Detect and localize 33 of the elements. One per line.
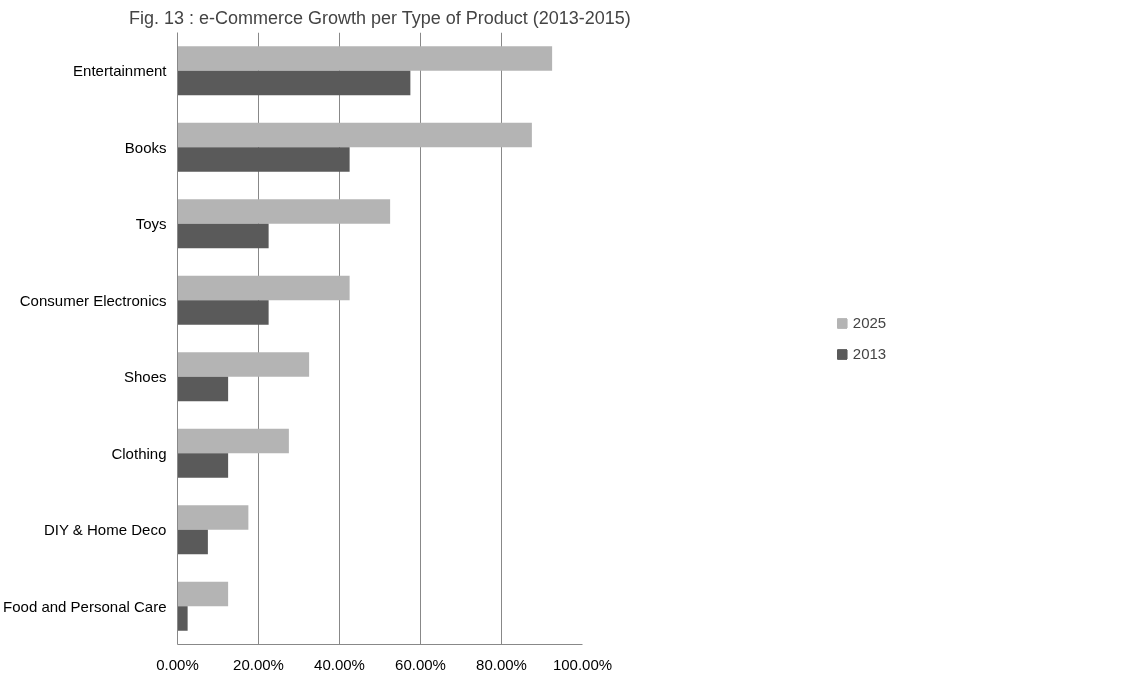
chart-title: Fig. 13 : e-Commerce Growth per Type of Product (2013-2015)	[128, 7, 631, 28]
bar	[177, 529, 208, 555]
bar	[177, 122, 532, 148]
y-tick-label: Clothing	[111, 444, 167, 462]
y-tick-label: Shoes	[123, 368, 167, 386]
bar	[177, 147, 350, 172]
bar	[177, 300, 269, 325]
y-tick-label: Books	[124, 138, 167, 156]
bar	[177, 505, 249, 530]
x-tick-label: 40.00%	[314, 655, 365, 673]
x-tick-label: 80.00%	[476, 655, 527, 673]
bar	[177, 376, 229, 402]
bar	[177, 581, 229, 607]
bar	[177, 428, 289, 454]
bar	[177, 453, 229, 478]
y-tick-label: Consumer Electronics	[19, 291, 167, 309]
bar	[177, 352, 310, 377]
legend-label: 2013	[852, 345, 887, 362]
bar	[177, 70, 411, 96]
bar	[177, 606, 188, 631]
bar	[177, 199, 391, 224]
x-tick-label: 0.00%	[156, 655, 199, 673]
bar	[177, 223, 269, 249]
y-tick-label: DIY & Home Deco	[43, 521, 167, 539]
y-tick-label: Toys	[135, 215, 167, 233]
legend-label: 2025	[852, 314, 887, 331]
x-tick-label: 20.00%	[233, 655, 284, 673]
y-tick-label: Entertainment	[73, 62, 168, 80]
x-tick-label: 60.00%	[395, 655, 446, 673]
bar	[177, 275, 350, 301]
bar	[177, 46, 553, 71]
y-tick-label: Food and Personal Care	[3, 597, 167, 615]
x-tick-label: 100.00%	[552, 655, 613, 673]
